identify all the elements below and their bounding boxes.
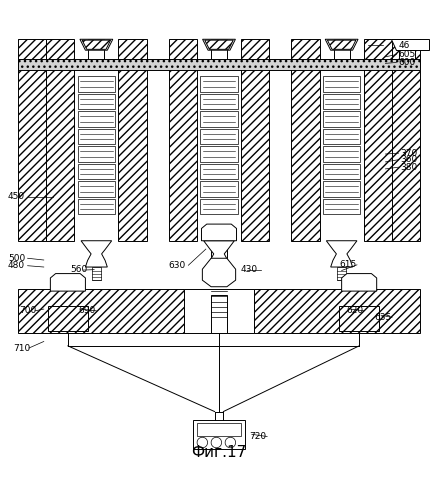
Bar — [323, 181, 360, 197]
Bar — [211, 39, 227, 70]
Text: 560: 560 — [70, 265, 87, 274]
Bar — [18, 59, 420, 70]
Bar — [215, 267, 223, 280]
Bar — [193, 420, 245, 449]
Polygon shape — [342, 273, 377, 291]
Polygon shape — [80, 39, 113, 50]
Bar — [78, 129, 115, 144]
Text: 615: 615 — [339, 260, 357, 269]
Bar — [88, 39, 104, 70]
Text: 620: 620 — [346, 306, 363, 315]
Bar — [201, 164, 237, 180]
Bar — [201, 76, 237, 92]
Bar — [46, 39, 74, 241]
Text: 605: 605 — [399, 50, 416, 59]
Circle shape — [225, 437, 236, 448]
Bar — [291, 39, 320, 241]
Bar — [323, 146, 360, 162]
Text: 630: 630 — [169, 261, 186, 270]
Text: 710: 710 — [13, 343, 30, 353]
Bar — [323, 94, 360, 109]
Polygon shape — [325, 39, 358, 50]
Bar — [201, 111, 237, 127]
Polygon shape — [205, 40, 233, 49]
Polygon shape — [82, 40, 110, 49]
Bar — [323, 164, 360, 180]
Bar — [396, 40, 417, 49]
Bar — [323, 129, 360, 144]
Text: 360: 360 — [401, 155, 418, 164]
Text: 635: 635 — [374, 313, 392, 322]
Bar — [339, 306, 379, 330]
Polygon shape — [81, 241, 112, 267]
Text: 430: 430 — [241, 265, 258, 274]
Bar — [201, 129, 237, 144]
Bar — [78, 111, 115, 127]
Bar — [18, 289, 184, 333]
Text: 500: 500 — [8, 254, 25, 263]
Bar — [254, 289, 420, 333]
Bar — [385, 39, 420, 241]
Bar — [78, 181, 115, 197]
Text: 720: 720 — [250, 432, 267, 441]
Bar — [201, 181, 237, 197]
Text: 600: 600 — [399, 58, 416, 67]
Bar — [201, 94, 237, 109]
Bar — [323, 199, 360, 215]
Polygon shape — [204, 241, 234, 267]
Bar — [118, 39, 147, 241]
Bar — [364, 39, 392, 241]
Bar — [48, 306, 88, 330]
Polygon shape — [50, 273, 85, 291]
Bar — [18, 39, 53, 241]
Text: 450: 450 — [8, 193, 25, 202]
Text: 46: 46 — [399, 41, 410, 50]
Circle shape — [197, 437, 208, 448]
Bar — [323, 111, 360, 127]
Bar — [78, 76, 115, 92]
Polygon shape — [328, 40, 356, 49]
Bar — [201, 199, 237, 215]
Bar — [334, 39, 350, 70]
Polygon shape — [201, 224, 237, 241]
Polygon shape — [202, 39, 236, 50]
Bar — [399, 39, 415, 70]
Text: 370: 370 — [401, 149, 418, 158]
Bar — [92, 267, 101, 280]
Polygon shape — [391, 39, 429, 50]
Bar — [337, 267, 346, 280]
Circle shape — [211, 437, 222, 448]
Text: 700: 700 — [20, 306, 37, 315]
Bar — [78, 94, 115, 109]
Polygon shape — [326, 241, 357, 267]
Polygon shape — [202, 258, 236, 287]
Text: 480: 480 — [8, 261, 25, 270]
Bar — [78, 199, 115, 215]
Text: Фиг.17: Фиг.17 — [191, 445, 247, 460]
Bar — [78, 146, 115, 162]
Bar — [78, 164, 115, 180]
Bar — [211, 241, 227, 258]
Text: 690: 690 — [79, 306, 96, 315]
Bar — [241, 39, 269, 241]
Bar — [323, 76, 360, 92]
Bar — [211, 295, 227, 333]
Bar — [184, 289, 254, 333]
Bar — [197, 423, 241, 436]
Bar — [201, 146, 237, 162]
Bar — [169, 39, 197, 241]
Text: 380: 380 — [401, 163, 418, 172]
